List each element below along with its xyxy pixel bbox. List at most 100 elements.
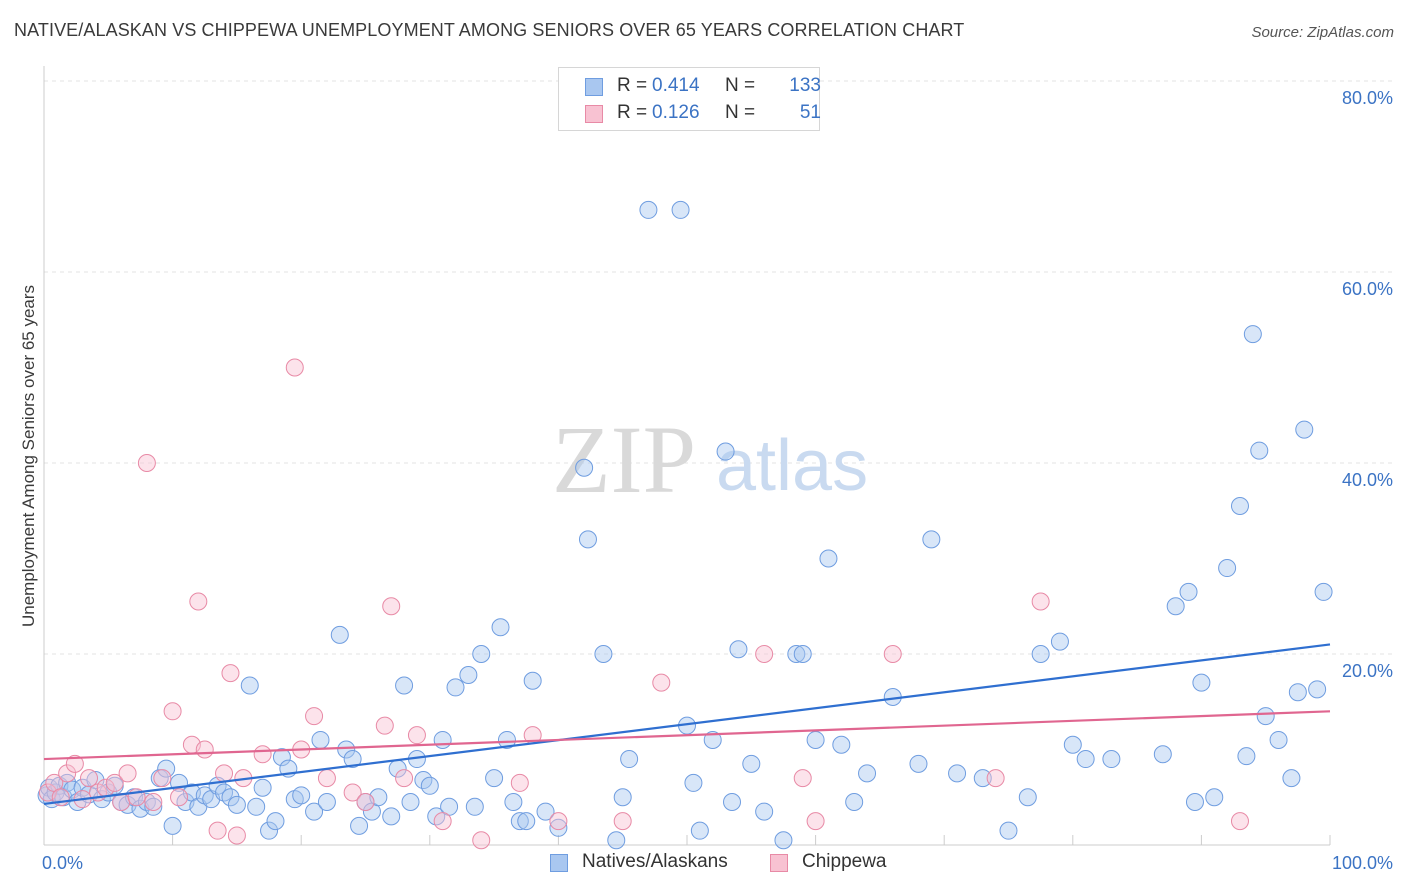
natives-point — [163, 816, 182, 835]
watermark: ZIP atlas — [552, 406, 868, 513]
natives-point — [1230, 496, 1249, 515]
natives-point — [144, 797, 163, 816]
chippewa-point — [793, 769, 812, 788]
chippewa-point — [170, 788, 189, 807]
y-tick-label: 80.0% — [1342, 88, 1393, 108]
chippewa-point — [1230, 812, 1249, 831]
natives-point — [832, 735, 851, 754]
natives-point — [742, 754, 761, 773]
natives-point — [1018, 788, 1037, 807]
natives-point — [504, 793, 523, 812]
chippewa-point — [208, 821, 227, 840]
natives-point — [157, 759, 176, 778]
chippewa-point — [153, 769, 172, 788]
natives-swatch — [585, 78, 603, 96]
natives-point — [266, 812, 285, 831]
n-label: N = — [725, 102, 756, 123]
natives-point — [1218, 559, 1237, 578]
natives-point — [343, 750, 362, 769]
chippewa-point — [356, 793, 375, 812]
chippewa-point — [227, 826, 246, 845]
natives-point — [613, 788, 632, 807]
natives-point — [1102, 750, 1121, 769]
natives-point — [858, 764, 877, 783]
natives-point — [227, 795, 246, 814]
trend-lines — [43, 643, 1331, 806]
natives-point — [578, 530, 597, 549]
data-points — [37, 200, 1333, 850]
chippewa-point — [549, 812, 568, 831]
chippewa-point — [395, 769, 414, 788]
series-legend: Natives/Alaskans Chippewa — [0, 851, 1406, 877]
chippewa-point — [163, 702, 182, 721]
chippewa-point — [806, 812, 825, 831]
chippewa-point — [215, 764, 234, 783]
axis-labels: 20.0% 40.0% 60.0% 80.0% 0.0% 100.0% Unemployme… — [19, 88, 1393, 873]
natives-point — [774, 831, 793, 850]
natives-point — [401, 793, 420, 812]
natives-point — [465, 797, 484, 816]
natives-point — [292, 786, 311, 805]
chippewa-point — [1031, 592, 1050, 611]
chippewa-point — [144, 793, 163, 812]
chippewa-point — [118, 764, 137, 783]
natives-point — [787, 645, 806, 663]
chippewa-point — [285, 358, 304, 377]
natives-point — [1256, 707, 1275, 726]
natives-point — [1153, 745, 1172, 764]
chippewa-point — [986, 769, 1005, 788]
x-tick-label-min: 0.0% — [42, 853, 83, 873]
chippewa-point — [80, 769, 99, 788]
n-value: 51 — [799, 102, 821, 123]
natives-point — [723, 793, 742, 812]
natives-point — [716, 442, 735, 461]
natives-point — [1269, 730, 1288, 749]
watermark-zip: ZIP — [552, 406, 696, 513]
legend-label: Natives/Alaskans — [582, 851, 728, 872]
natives-point — [1076, 750, 1095, 769]
r-label: R = — [617, 102, 648, 123]
natives-point — [1250, 441, 1269, 460]
chippewa-point — [613, 812, 632, 831]
natives-point — [948, 764, 967, 783]
natives-point — [922, 530, 941, 549]
y-tick-label: 40.0% — [1342, 470, 1393, 490]
chippewa-point — [755, 645, 774, 663]
natives-swatch — [550, 854, 568, 872]
chippewa-point — [407, 726, 426, 745]
natives-point — [337, 740, 356, 759]
r-value: 0.414 — [652, 75, 700, 96]
natives-point — [395, 676, 414, 695]
natives-point — [485, 769, 504, 788]
source-label: Source: ZipAtlas.com — [1251, 24, 1394, 41]
chippewa-swatch — [585, 105, 603, 123]
chippewa-point — [317, 769, 336, 788]
natives-point — [1166, 597, 1185, 616]
r-value: 0.126 — [652, 102, 700, 123]
chippewa-point — [382, 597, 401, 616]
natives-point — [382, 807, 401, 826]
chippewa-point — [189, 592, 208, 611]
chart-title: NATIVE/ALASKAN VS CHIPPEWA UNEMPLOYMENT … — [14, 20, 965, 40]
natives-point — [523, 671, 542, 690]
natives-point — [639, 200, 658, 219]
natives-point — [253, 778, 272, 797]
natives-point — [819, 549, 838, 568]
natives-point — [446, 678, 465, 697]
natives-point — [607, 831, 626, 850]
natives-point — [420, 776, 439, 795]
grid — [44, 80, 1392, 655]
y-tick-label: 20.0% — [1342, 661, 1393, 681]
chippewa-swatch — [770, 854, 788, 872]
correlation-legend: R = 0.414 N = 133 R = 0.126 N = 51 — [558, 67, 821, 131]
natives-point — [221, 788, 240, 807]
chippewa-trend-line — [43, 710, 1331, 761]
natives-point — [459, 666, 478, 685]
legend-label: Chippewa — [802, 851, 887, 872]
natives-point — [260, 821, 279, 840]
natives-point — [806, 730, 825, 749]
axes — [43, 66, 1331, 846]
natives-point — [549, 818, 568, 837]
natives-point — [575, 458, 594, 477]
